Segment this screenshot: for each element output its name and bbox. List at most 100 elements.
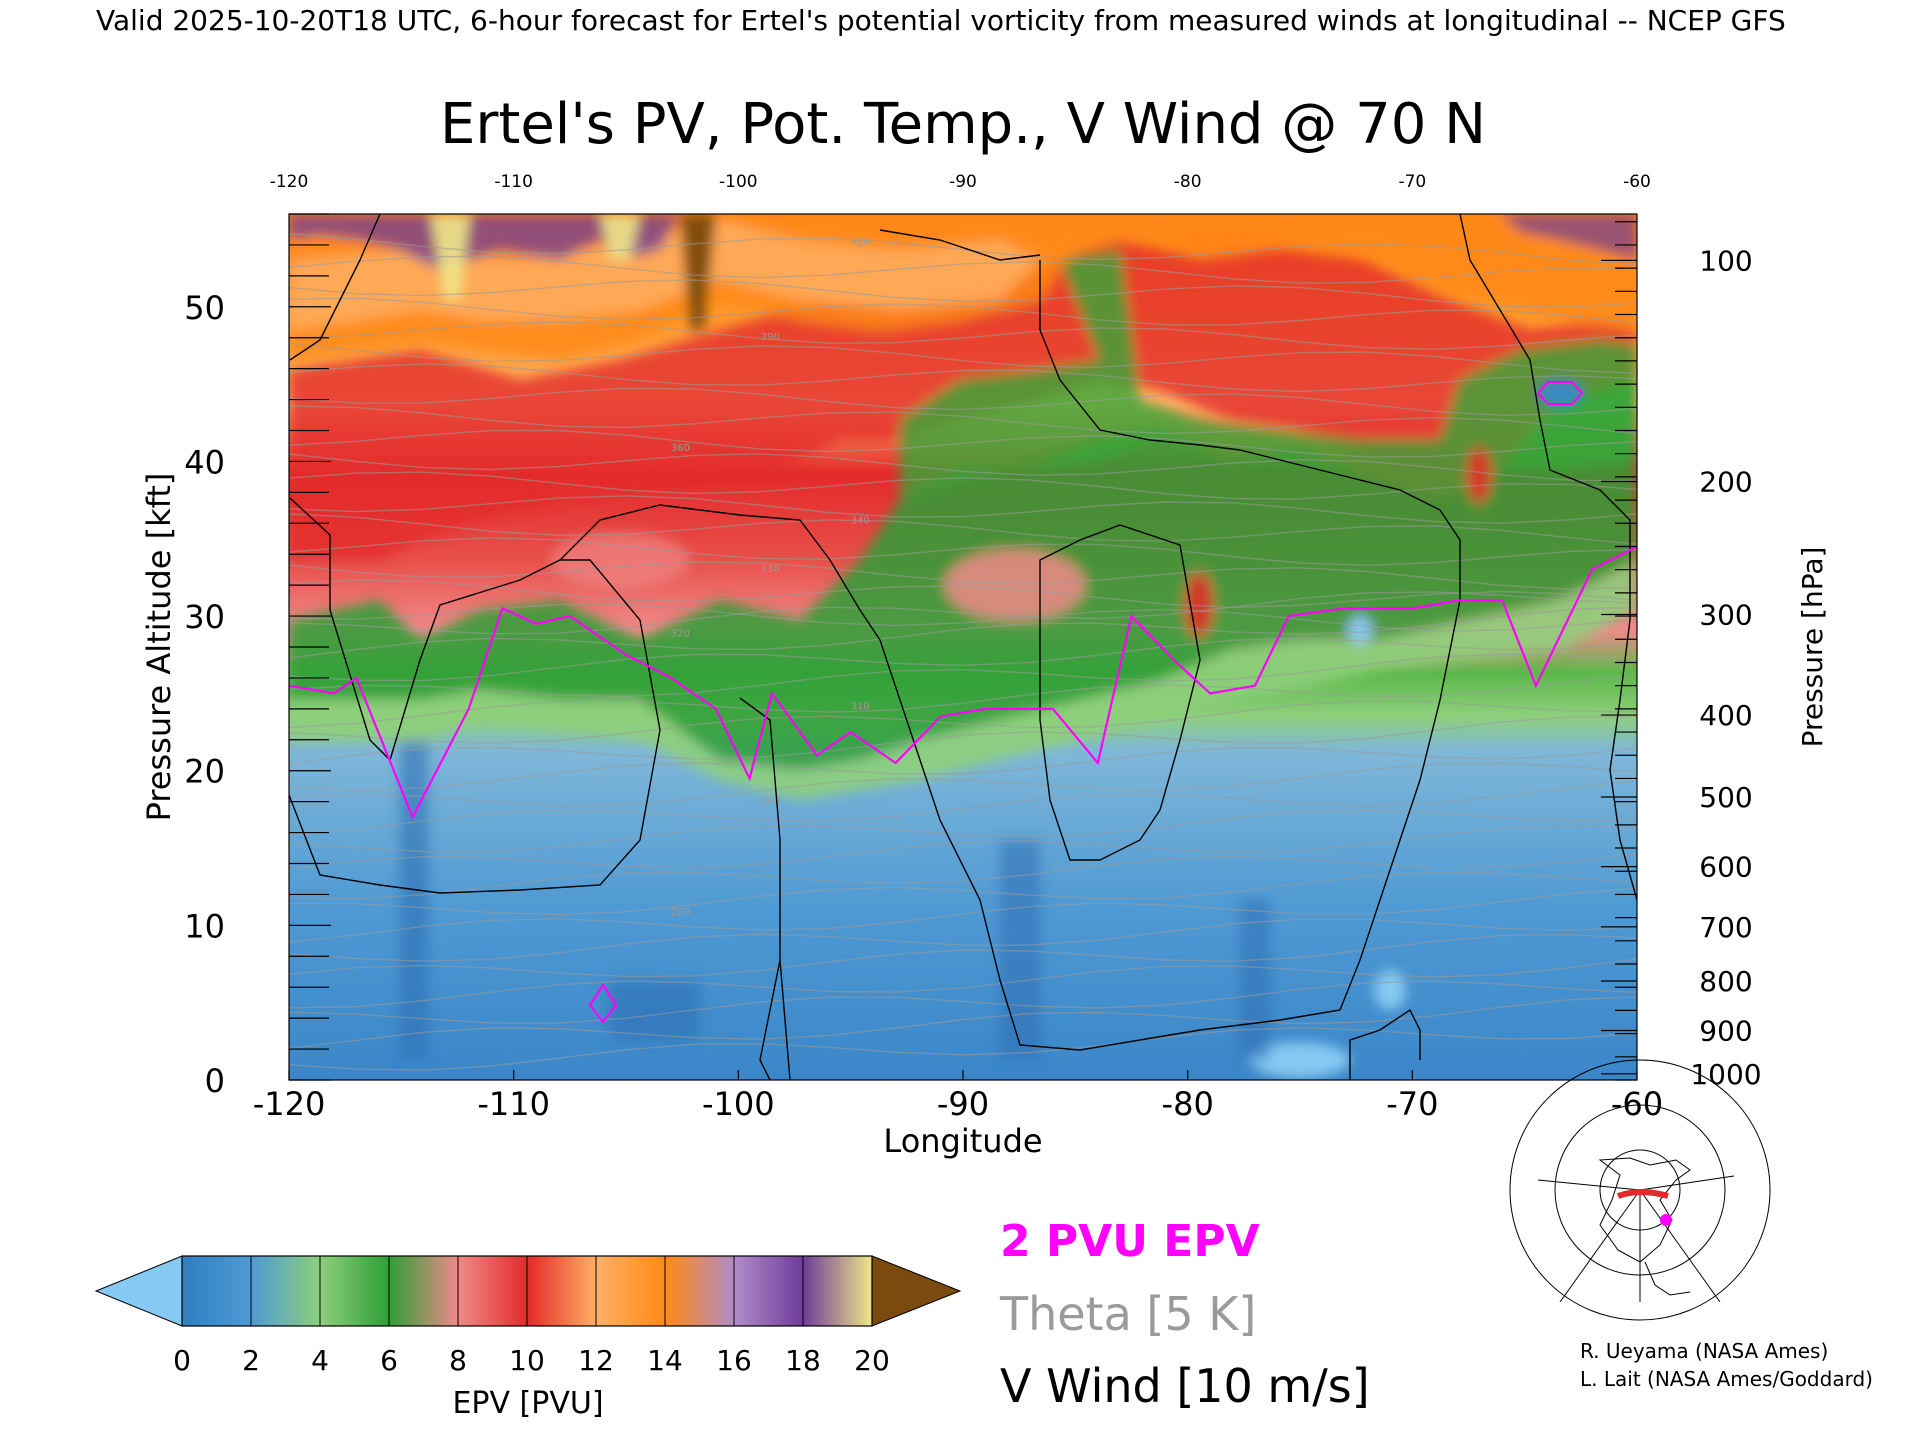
theta-line-66 [289, 933, 1637, 978]
y-right-tick-label-5: 600 [1699, 851, 1752, 884]
theta-line-290 [289, 591, 1637, 635]
colorbar-tick-7: 14 [647, 1344, 683, 1377]
theta-line-430 [289, 405, 1637, 435]
theta-line-220 [289, 700, 1637, 744]
x-axis-label: Longitude [883, 1122, 1042, 1160]
colorbar-tick-9: 18 [785, 1344, 821, 1377]
theta-line-108 [289, 871, 1637, 916]
vwind-contour-5 [759, 959, 781, 1080]
theta-line-402 [289, 453, 1637, 482]
x-tick-label-4: -80 [1162, 1085, 1214, 1123]
theta-label-390: 390 [761, 332, 780, 343]
theta-line-542 [289, 232, 1637, 266]
theta-contours: 290 300 310 320 330 340 360 390 420 [289, 232, 1637, 1071]
colorbar-tick-1: 2 [242, 1344, 260, 1377]
credit-line-1: R. Ueyama (NASA Ames) [1580, 1339, 1828, 1363]
inset-map-lat-ring-3 [1509, 1059, 1771, 1321]
vwind-contour-3 [1039, 524, 1201, 861]
theta-line-276 [289, 606, 1637, 659]
x-top-tick-label-4: -80 [1174, 172, 1202, 192]
theta-line-122 [289, 852, 1637, 900]
inset-map-meridian-2 [1639, 1189, 1721, 1303]
x-top-tick-label-0: -120 [270, 172, 309, 192]
x-tick-label-2: -100 [702, 1085, 775, 1123]
theta-line-472 [289, 342, 1637, 374]
pvu-2-lens-outline [1536, 381, 1584, 405]
legend-vwind: V Wind [10 m/s] [1000, 1359, 1370, 1413]
theta-line-10 [289, 1027, 1637, 1071]
epv-dark-column-1 [400, 740, 428, 1060]
theta-line-206 [289, 716, 1637, 765]
inset-map-section-line [1616, 1189, 1669, 1199]
epv-blue-lens [1538, 381, 1582, 405]
epv-light-orange-top [289, 220, 1040, 330]
x-top-tick-label-5: -70 [1398, 172, 1426, 192]
vwind-contour-8 [289, 214, 381, 361]
theta-line-304 [289, 603, 1637, 632]
epv-green-upper [900, 250, 1637, 500]
inset-map-marker [1660, 1214, 1672, 1226]
colorbar-tick-10: 20 [854, 1344, 890, 1377]
theta-line-234 [289, 673, 1637, 729]
theta-line-24 [289, 996, 1637, 1050]
colorbar-segment-3 [389, 1256, 459, 1326]
epv-dark-column-2 [610, 980, 700, 1040]
theta-line-514 [289, 279, 1637, 308]
x-tick-label-1: -110 [477, 1085, 550, 1123]
epv-pink-patch-2 [550, 532, 690, 588]
theta-line-38 [289, 980, 1637, 1024]
epv-purple-top-right [1500, 214, 1637, 260]
theta-line-80 [289, 918, 1637, 962]
y-right-tick-label-7: 800 [1699, 965, 1752, 998]
colorbar-segment-9 [803, 1256, 873, 1326]
vwind-contour-2 [559, 260, 1461, 1051]
y-left-tick-label-0: 0 [205, 1062, 225, 1100]
theta-label-310: 310 [851, 701, 870, 712]
inset-map [1509, 1059, 1771, 1321]
theta-label-330: 330 [761, 564, 780, 575]
epv-lightblue-patch-1 [1374, 970, 1406, 1010]
header-line: Valid 2025-10-20T18 UTC, 6-hour forecast… [96, 4, 1786, 37]
epv-yellow-top [430, 214, 640, 300]
theta-line-360 [289, 513, 1637, 545]
x-tick-label-3: -90 [937, 1085, 989, 1123]
epv-purple-top-left [289, 214, 680, 270]
pvu-2-contour [289, 545, 1637, 820]
epv-light-green-band [289, 560, 1637, 800]
x-top-tick-label-1: -110 [494, 172, 533, 192]
inset-map-frame [1538, 1150, 1734, 1302]
x-top-tick-label-2: -100 [719, 172, 758, 192]
inset-map-meridian-3 [1537, 1179, 1641, 1191]
y-left-tick-label-5: 50 [184, 289, 225, 327]
y-right-tick-label-3: 400 [1699, 699, 1752, 732]
y-left-tick-label-1: 10 [184, 907, 225, 945]
theta-label-300: 300 [761, 796, 780, 807]
vwind-contour-7 [1349, 1008, 1421, 1080]
theta-line-52 [289, 958, 1637, 1009]
legend-theta: Theta [5 K] [999, 1287, 1256, 1341]
y-left-tick-labels: 0 10 20 30 40 50 [184, 289, 225, 1100]
credit-line-2: L. Lait (NASA Ames/Goddard) [1580, 1367, 1873, 1391]
y-left-tick-label-4: 40 [184, 443, 225, 481]
epv-pink-patch-1 [945, 550, 1085, 620]
colorbar-segment-4 [458, 1256, 528, 1326]
colorbar-segment-1 [251, 1256, 321, 1326]
theta-line-388 [289, 471, 1637, 500]
theta-line-486 [289, 321, 1637, 350]
theta-line-94 [289, 887, 1637, 944]
legend-pvu: 2 PVU EPV [1000, 1216, 1260, 1267]
colorbar: 0 2 4 6 8 10 12 14 16 18 20 [94, 1255, 962, 1377]
vwind-contour-6 [1459, 214, 1637, 901]
y-right-tick-label-8: 900 [1699, 1015, 1752, 1048]
theta-label-290: 290 [671, 907, 690, 918]
theta-line-528 [289, 255, 1637, 284]
colorbar-tick-6: 12 [578, 1344, 614, 1377]
theta-label-320: 320 [671, 628, 690, 639]
x-tick-top-labels: -120 -110 -100 -90 -80 -70 -60 [270, 172, 1651, 192]
colorbar-under-arrow [94, 1255, 183, 1327]
colorbar-tick-4: 8 [449, 1344, 467, 1377]
y-right-tick-label-1: 200 [1699, 466, 1752, 499]
theta-line-150 [289, 809, 1637, 853]
